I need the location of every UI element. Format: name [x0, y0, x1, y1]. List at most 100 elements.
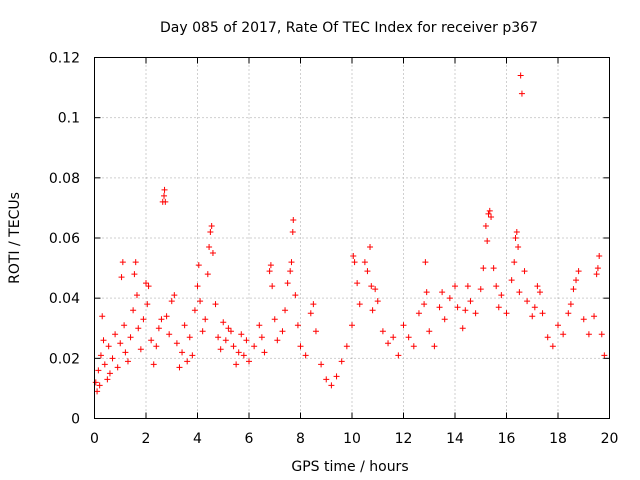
data-point [356, 301, 363, 308]
y-tick-label: 0 [71, 412, 80, 428]
data-point [94, 388, 101, 395]
data-point [202, 316, 209, 323]
data-point [405, 334, 412, 341]
data-point [130, 307, 137, 314]
data-point [395, 352, 402, 359]
data-point [485, 210, 492, 217]
data-point [197, 298, 204, 305]
data-point [233, 361, 240, 368]
data-point [385, 340, 392, 347]
data-point [462, 307, 469, 314]
data-point [601, 352, 608, 359]
data-point [410, 343, 417, 350]
data-point [480, 265, 487, 272]
data-point [511, 259, 518, 266]
data-point [372, 286, 379, 293]
y-tick-label: 0.08 [49, 171, 80, 187]
data-point [488, 213, 495, 220]
data-point [515, 244, 522, 251]
data-point [323, 376, 330, 383]
data-point [184, 358, 191, 365]
data-point [531, 304, 538, 311]
x-tick-label: 12 [395, 431, 413, 447]
data-point [195, 262, 202, 269]
data-point [594, 265, 601, 272]
data-point [173, 340, 180, 347]
data-point [354, 280, 361, 287]
data-point [97, 352, 104, 359]
y-tick-label: 0.1 [58, 111, 80, 127]
data-point [100, 337, 107, 344]
data-point [439, 289, 446, 296]
data-point [292, 292, 299, 299]
grid-lines [94, 57, 610, 419]
y-axis-label: ROTI / TECUs [7, 192, 23, 284]
data-point [495, 304, 502, 311]
data-point [284, 280, 291, 287]
data-point [452, 283, 458, 290]
data-point [349, 322, 355, 329]
data-point [441, 316, 448, 323]
data-point [486, 207, 493, 214]
data-point [338, 358, 345, 365]
data-point [464, 283, 471, 290]
data-point [422, 259, 429, 266]
data-point [580, 316, 587, 323]
data-point [96, 382, 103, 389]
data-point [549, 343, 556, 350]
data-point [238, 331, 245, 338]
data-point [351, 259, 358, 266]
data-point [598, 331, 605, 338]
data-point [243, 337, 250, 344]
data-point [212, 301, 219, 308]
data-point [266, 268, 273, 275]
data-point [207, 228, 214, 235]
data-point [575, 268, 582, 275]
data-point [95, 367, 102, 374]
x-tick-label: 16 [498, 431, 516, 447]
data-point [155, 325, 162, 332]
data-point [114, 364, 121, 371]
data-point [267, 262, 274, 269]
data-point [539, 310, 546, 317]
data-point [191, 307, 198, 314]
data-point [179, 349, 186, 356]
data-point [498, 292, 505, 299]
data-point [431, 343, 438, 350]
data-point [415, 310, 422, 317]
data-point [121, 322, 128, 329]
data-point [124, 358, 131, 365]
data-point [567, 301, 574, 308]
data-point [508, 277, 515, 284]
data-point [585, 331, 592, 338]
data-point [194, 283, 201, 290]
data-point [390, 334, 397, 341]
data-point [436, 304, 443, 311]
data-point [148, 337, 155, 344]
data-point [524, 298, 531, 305]
data-point [290, 216, 297, 223]
data-point [350, 253, 357, 260]
x-tick-label: 4 [193, 431, 202, 447]
x-tick-label: 8 [296, 431, 305, 447]
data-point [92, 379, 99, 386]
data-point [367, 244, 374, 251]
data-point [307, 310, 314, 317]
data-point [171, 292, 178, 299]
data-point [131, 271, 138, 278]
chart-title: Day 085 of 2017, Rate Of TEC Index for r… [160, 20, 538, 36]
data-point [573, 277, 580, 284]
data-point [220, 319, 227, 326]
data-point [208, 222, 215, 229]
data-point [189, 352, 196, 359]
data-point [186, 334, 193, 341]
data-point [596, 253, 603, 260]
data-point [225, 325, 232, 332]
data-point [162, 198, 169, 205]
data-point [150, 361, 157, 368]
data-point [204, 271, 211, 278]
data-point [302, 352, 309, 359]
data-point [536, 289, 543, 296]
data-point [101, 361, 108, 368]
